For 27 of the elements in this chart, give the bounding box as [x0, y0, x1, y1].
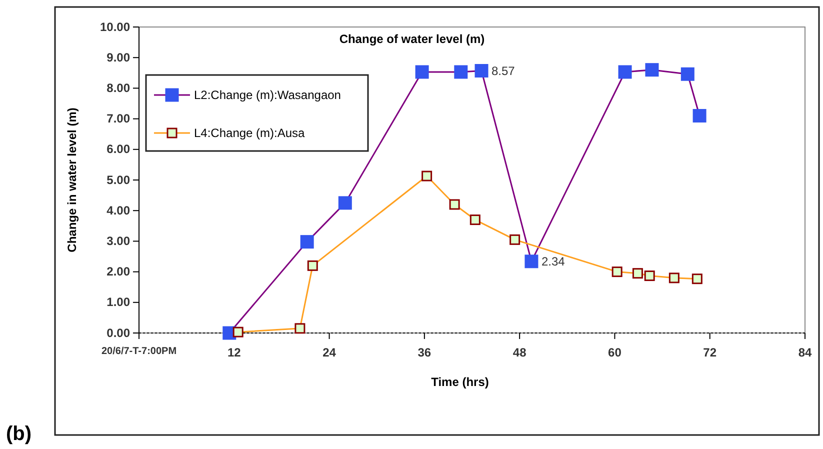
y-tick-label: 4.00: [106, 203, 130, 218]
x-tick-label: 48: [512, 345, 527, 360]
y-axis-title: Change in water level (m): [65, 108, 79, 252]
x-tick-label: 84: [798, 345, 812, 360]
text: (b): [6, 423, 32, 445]
annotation: 8.57: [492, 64, 516, 78]
x-tick-label: 72: [703, 345, 717, 360]
legend-label: L2:Change (m):Wasangaon: [194, 88, 341, 102]
x-axis-title: Time (hrs): [431, 375, 489, 389]
y-tick-label: 9.00: [106, 50, 130, 64]
y-tick-label: 0.00: [106, 326, 130, 340]
y-tick-label: 2.00: [106, 264, 130, 279]
x-tick-label: 12: [227, 345, 242, 360]
y-tick-label: 3.00: [106, 234, 130, 248]
x-tick-label: 24: [322, 345, 336, 360]
x-tick-label: 60: [608, 345, 622, 360]
x-tick-label: 36: [418, 345, 432, 360]
y-tick-label: 10.00: [100, 20, 130, 34]
y-tick-label: 7.00: [106, 112, 130, 126]
y-tick-label: 5.00: [106, 172, 130, 187]
y-tick-label: 1.00: [106, 295, 130, 310]
x-tick-label: 20/6/7-T-7:00PM: [101, 346, 177, 357]
chart-title: Change of water level (m): [339, 32, 485, 46]
y-tick-label: 6.00: [106, 142, 130, 156]
annotation: 2.34: [541, 254, 566, 268]
y-tick-label: 8.00: [106, 81, 130, 96]
legend-label: L4:Change (m):Ausa: [194, 126, 306, 140]
